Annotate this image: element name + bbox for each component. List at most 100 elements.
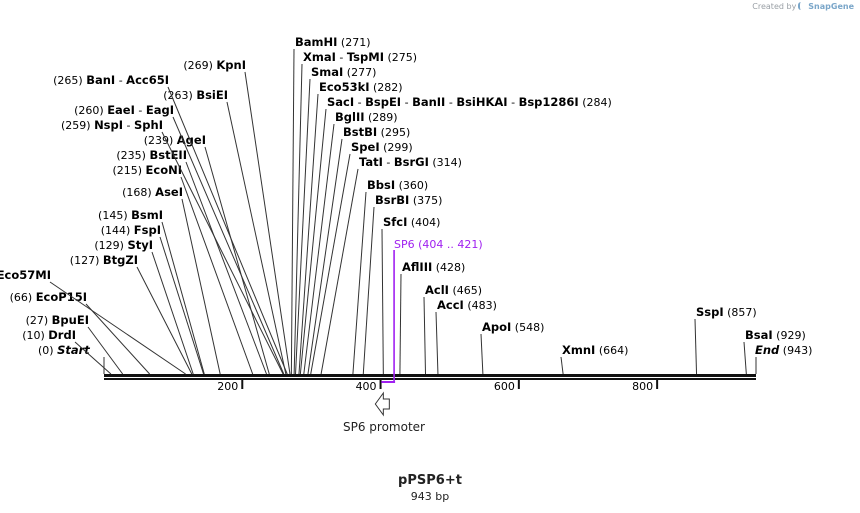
promoter-arrow-icon[interactable] (374, 391, 390, 417)
restriction-site[interactable]: (263) BsiEI (163, 88, 228, 102)
restriction-site[interactable]: XmnI (664) (562, 343, 628, 357)
site-label: SfcI (404) (383, 215, 440, 229)
site-position: (284) (579, 96, 612, 109)
site-position: (10) (22, 329, 48, 342)
dna-backbone-lower (104, 378, 756, 380)
site-label: (263) BsiEI (163, 88, 228, 102)
restriction-site[interactable]: (118) BpmI - Eco57MI (0, 268, 51, 282)
site-enzyme-name: AclI (425, 283, 449, 297)
site-label: (269) KpnI (183, 58, 246, 72)
dna-backbone (104, 374, 756, 377)
restriction-site[interactable]: SfcI (404) (383, 215, 440, 229)
site-enzyme-name: SphI (134, 118, 163, 132)
restriction-site[interactable]: SpeI (299) (351, 140, 413, 154)
site-position: (465) (449, 284, 482, 297)
site-leader-line (87, 326, 124, 375)
restriction-site[interactable]: (239) AgeI (144, 133, 206, 147)
site-separator: - (115, 74, 126, 87)
restriction-site[interactable]: AccI (483) (437, 298, 497, 312)
site-leader-line (362, 206, 375, 375)
site-leader-line (298, 93, 319, 375)
site-leader-line (352, 191, 367, 375)
restriction-site[interactable]: (144) FspI (101, 223, 161, 237)
restriction-site[interactable]: (235) BstEII (116, 148, 187, 162)
site-position: (215) (112, 164, 145, 177)
snapgene-logo-icon (798, 2, 806, 10)
restriction-site[interactable]: BsaI (929) (745, 328, 806, 342)
site-position: (263) (163, 89, 196, 102)
site-separator: - (445, 96, 456, 109)
feature-label[interactable]: SP6 (404 .. 421) (394, 238, 483, 251)
site-enzyme-name: TspMI (347, 50, 384, 64)
restriction-site[interactable]: TatI - BsrGI (314) (359, 155, 462, 169)
restriction-site[interactable]: (269) KpnI (183, 58, 246, 72)
site-leader-line (151, 251, 194, 375)
restriction-site[interactable]: SmaI (277) (311, 65, 376, 79)
restriction-site[interactable]: SspI (857) (696, 305, 757, 319)
restriction-site[interactable]: (0) Start (38, 343, 90, 357)
site-leader-line (320, 168, 359, 375)
site-label: BglII (289) (335, 110, 398, 124)
site-label: SpeI (299) (351, 140, 413, 154)
restriction-site[interactable]: (260) EaeI - EagI (74, 103, 174, 117)
site-position: (275) (384, 51, 417, 64)
site-enzyme-name: SacI (327, 95, 354, 109)
site-enzyme-name: SfcI (383, 215, 407, 229)
restriction-site[interactable]: (145) BsmI (98, 208, 163, 222)
site-position: (289) (365, 111, 398, 124)
site-enzyme-name: XmnI (562, 343, 595, 357)
restriction-site[interactable]: (10) DrdI (22, 328, 76, 342)
restriction-site[interactable]: ApoI (548) (482, 320, 544, 334)
restriction-site[interactable]: AflIII (428) (402, 260, 465, 274)
site-label: (145) BsmI (98, 208, 163, 222)
site-position: (129) (94, 239, 127, 252)
site-position: (127) (70, 254, 103, 267)
site-leader-line (310, 153, 351, 375)
site-enzyme-name: BanI (86, 73, 115, 87)
site-enzyme-name: AseI (155, 185, 183, 199)
site-leader-line (161, 131, 284, 375)
site-position: (404) (407, 216, 440, 229)
site-position: (260) (74, 104, 107, 117)
restriction-site[interactable]: BglII (289) (335, 110, 398, 124)
site-leader-line (172, 116, 285, 375)
restriction-site[interactable]: BstBI (295) (343, 125, 410, 139)
site-label: BsrBI (375) (375, 193, 442, 207)
restriction-site[interactable]: XmaI - TspMI (275) (303, 50, 417, 64)
restriction-site[interactable]: (66) EcoP15I (10, 290, 87, 304)
site-label: SacI - BspEI - BanII - BsiHKAI - Bsp1286… (327, 95, 612, 109)
site-enzyme-name: EcoNI (146, 163, 182, 177)
site-label: End (943) (755, 343, 812, 357)
site-label: AclI (465) (425, 283, 482, 297)
site-enzyme-name: BsrBI (375, 193, 409, 207)
restriction-site[interactable]: Eco53kI (282) (319, 80, 403, 94)
site-enzyme-name: StyI (127, 238, 153, 252)
restriction-site[interactable]: (259) NspI - SphI (61, 118, 163, 132)
site-enzyme-name: DrdI (48, 328, 76, 342)
site-label: BsaI (929) (745, 328, 806, 342)
site-enzyme-name: BstBI (343, 125, 377, 139)
restriction-site[interactable]: AclI (465) (425, 283, 482, 297)
site-enzyme-name: SmaI (311, 65, 343, 79)
site-leader-line (743, 341, 747, 375)
restriction-site[interactable]: (27) BpuEI (26, 313, 89, 327)
site-position: (235) (116, 149, 149, 162)
site-position: (145) (98, 209, 131, 222)
restriction-site[interactable]: (215) EcoNI (112, 163, 182, 177)
restriction-site[interactable]: (129) StyI (94, 238, 153, 252)
restriction-site[interactable]: (265) BanI - Acc65I (53, 73, 169, 87)
site-enzyme-name: Bsp1286I (519, 95, 579, 109)
restriction-site[interactable]: (127) BtgZI (70, 253, 138, 267)
site-label: (265) BanI - Acc65I (53, 73, 169, 87)
site-leader-line (159, 236, 205, 375)
restriction-site[interactable]: End (943) (755, 343, 812, 357)
restriction-site[interactable]: BamHI (271) (295, 35, 371, 49)
restriction-site[interactable]: BbsI (360) (367, 178, 428, 192)
restriction-site[interactable]: (168) AseI (122, 185, 183, 199)
site-enzyme-name: NspI (94, 118, 123, 132)
site-leader-line (303, 123, 335, 375)
site-label: (215) EcoNI (112, 163, 182, 177)
site-label: (168) AseI (122, 185, 183, 199)
restriction-site[interactable]: BsrBI (375) (375, 193, 442, 207)
restriction-site[interactable]: SacI - BspEI - BanII - BsiHKAI - Bsp1286… (327, 95, 612, 109)
